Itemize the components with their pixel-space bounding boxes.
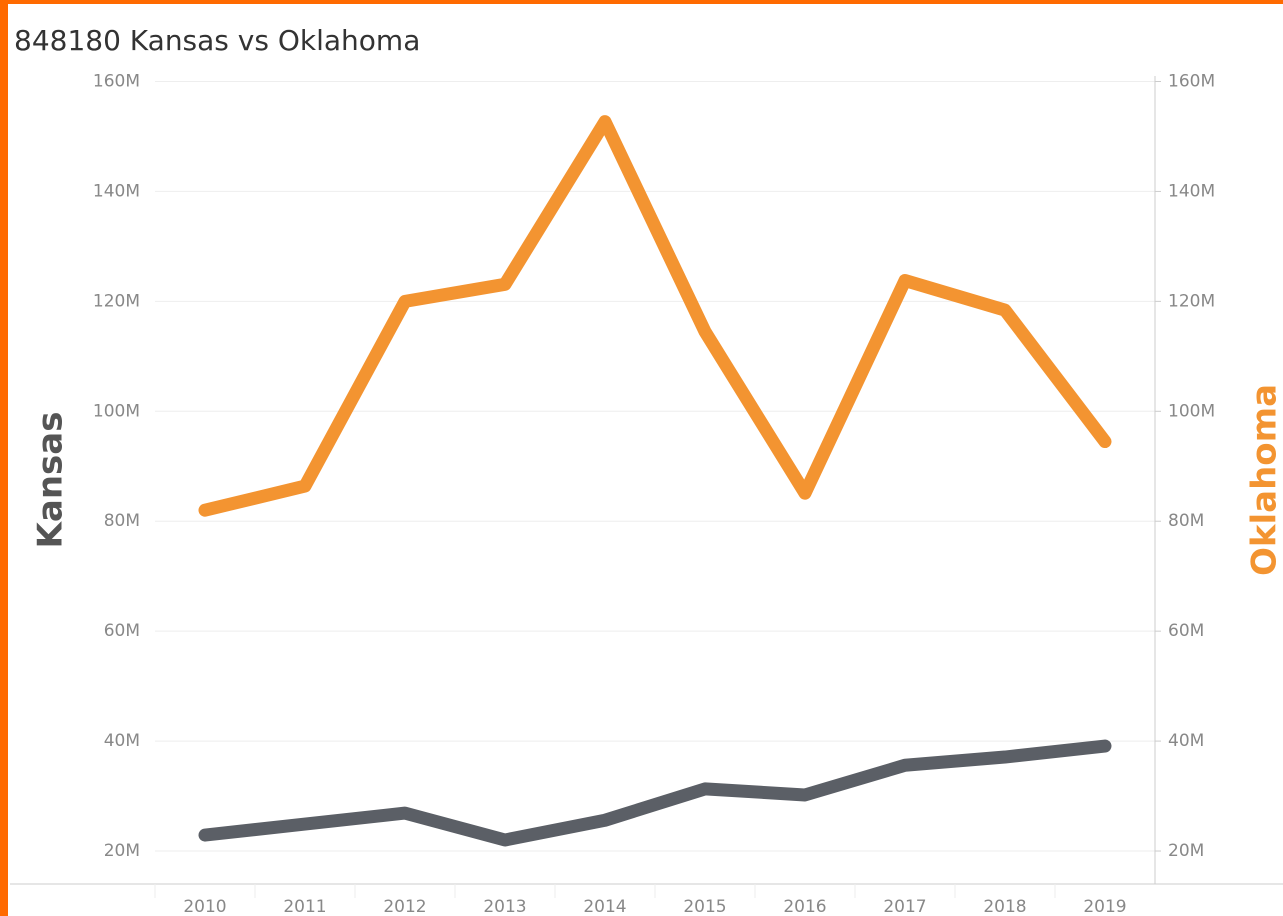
y2-tick-label: 160M — [1168, 71, 1215, 91]
x-tick-label: 2017 — [883, 897, 926, 916]
x-tick-label: 2012 — [383, 897, 426, 916]
series-line — [198, 739, 1112, 847]
y-tick-label: 20M — [104, 841, 140, 861]
y-tick-label: 120M — [93, 291, 140, 311]
x-tick-label: 2018 — [983, 897, 1026, 916]
left-border — [0, 0, 8, 916]
x-tick-label: 2016 — [783, 897, 826, 916]
y2-tick-label: 140M — [1168, 181, 1215, 201]
y-tick-label: 40M — [104, 731, 140, 751]
x-tick-label: 2010 — [183, 897, 226, 916]
y2-tick-label: 120M — [1168, 291, 1215, 311]
y2-axis-title: Oklahoma — [1245, 384, 1283, 576]
x-tick-label: 2014 — [583, 897, 626, 916]
series-line — [198, 115, 1112, 517]
y-tick-label: 80M — [104, 511, 140, 531]
x-tick-label: 2013 — [483, 897, 526, 916]
x-tick-label: 2015 — [683, 897, 726, 916]
y2-tick-label: 100M — [1168, 401, 1215, 421]
y-tick-label: 160M — [93, 71, 140, 91]
y-tick-label: 100M — [93, 401, 140, 421]
top-border — [0, 0, 1283, 4]
x-tick-label: 2011 — [283, 897, 326, 916]
y-tick-label: 60M — [104, 621, 140, 641]
y2-tick-label: 80M — [1168, 511, 1204, 531]
x-tick-label: 2019 — [1083, 897, 1126, 916]
y-tick-label: 140M — [93, 181, 140, 201]
y-axis-title: Kansas — [31, 412, 71, 549]
y2-tick-label: 20M — [1168, 841, 1204, 861]
y2-tick-label: 60M — [1168, 621, 1204, 641]
chart-title: 848180 Kansas vs Oklahoma — [14, 24, 420, 57]
y2-tick-label: 40M — [1168, 731, 1204, 751]
